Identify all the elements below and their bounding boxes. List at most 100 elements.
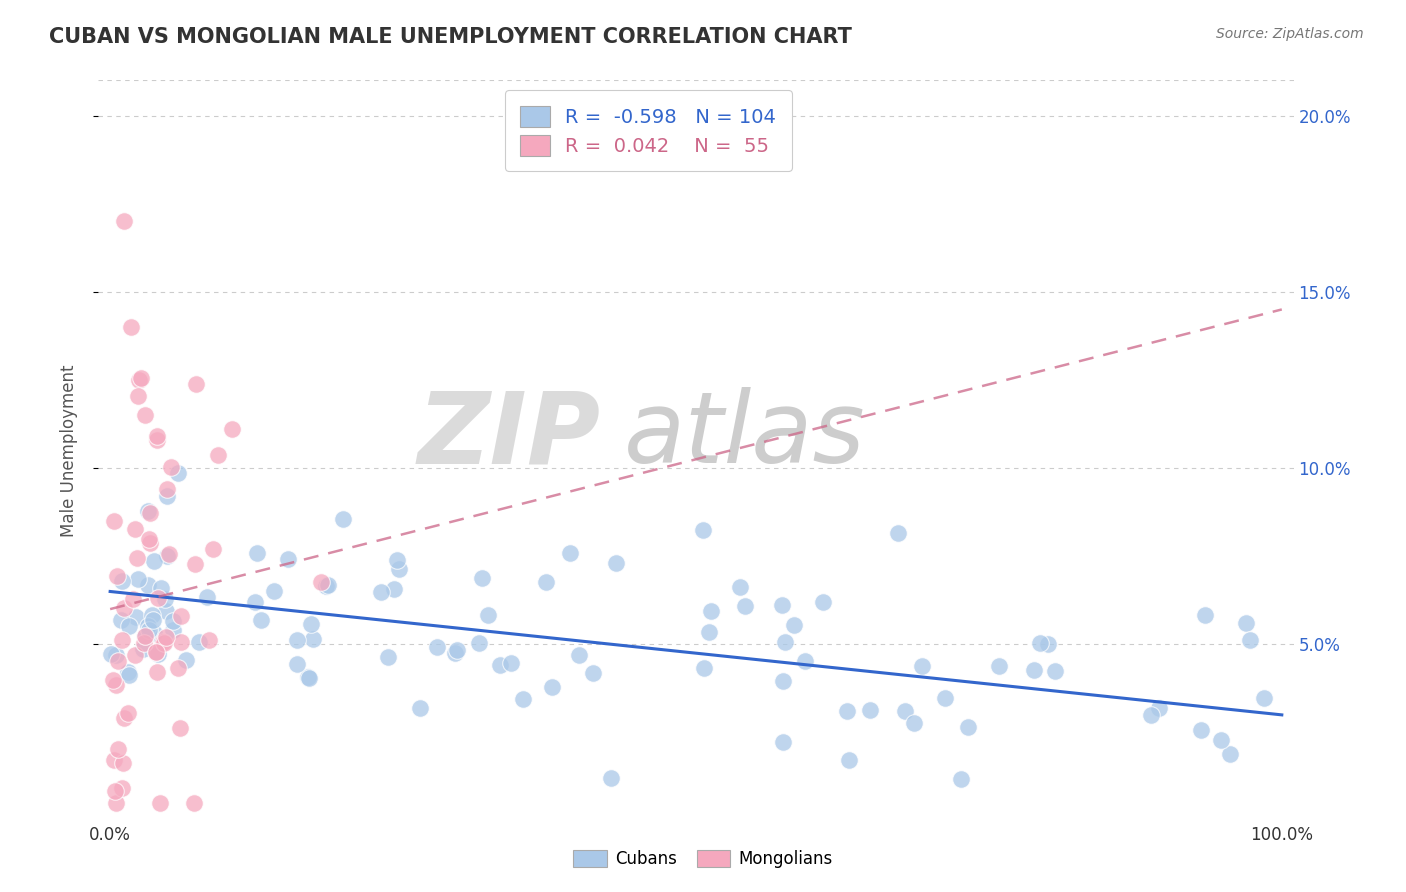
Point — [277, 551, 299, 566]
Point — [145, 645, 167, 659]
Point — [166, 661, 188, 675]
Y-axis label: Male Unemployment: Male Unemployment — [59, 364, 77, 537]
Point — [101, 673, 124, 687]
Point — [370, 585, 392, 599]
Point — [195, 590, 218, 604]
Point — [156, 483, 179, 497]
Point — [145, 645, 167, 659]
Point — [117, 706, 139, 720]
Point — [297, 670, 319, 684]
Point — [794, 655, 817, 669]
Point — [107, 654, 129, 668]
Point — [139, 535, 162, 549]
Point — [512, 691, 534, 706]
Point — [243, 595, 266, 609]
Point — [138, 577, 160, 591]
Point — [103, 754, 125, 768]
Point — [811, 595, 834, 609]
Point — [155, 604, 177, 618]
Point — [388, 562, 411, 576]
Point — [124, 648, 146, 662]
Point — [859, 703, 882, 717]
Point — [111, 574, 134, 589]
Point — [156, 489, 179, 503]
Point — [124, 522, 146, 536]
Point — [886, 525, 908, 540]
Point — [155, 630, 177, 644]
Point — [105, 569, 128, 583]
Point — [285, 657, 308, 672]
Point — [605, 556, 627, 570]
Point — [125, 551, 148, 566]
Point — [700, 604, 723, 618]
Point — [112, 214, 135, 228]
Point — [128, 373, 150, 387]
Point — [125, 609, 148, 624]
Point — [1038, 637, 1060, 651]
Point — [1139, 707, 1161, 722]
Point — [316, 578, 339, 592]
Point — [298, 671, 321, 685]
Point — [138, 532, 160, 546]
Point — [146, 647, 169, 661]
Point — [1219, 747, 1241, 761]
Point — [170, 635, 193, 649]
Point — [734, 599, 756, 614]
Point — [134, 629, 156, 643]
Point — [1253, 690, 1275, 705]
Point — [117, 665, 139, 679]
Point — [107, 741, 129, 756]
Point — [988, 659, 1011, 673]
Point — [174, 653, 197, 667]
Point — [1022, 663, 1045, 677]
Point — [477, 608, 499, 623]
Point — [157, 547, 180, 561]
Point — [118, 667, 141, 681]
Point — [105, 796, 128, 810]
Point — [934, 691, 956, 706]
Point — [426, 640, 449, 654]
Legend: R =  -0.598   N = 104, R =  0.042    N =  55: R = -0.598 N = 104, R = 0.042 N = 55 — [505, 90, 792, 171]
Point — [499, 656, 522, 670]
Point — [1147, 701, 1170, 715]
Point — [949, 772, 972, 786]
Point — [582, 666, 605, 681]
Point — [835, 704, 858, 718]
Point — [1209, 733, 1232, 747]
Point — [600, 772, 623, 786]
Point — [105, 648, 128, 663]
Point — [156, 549, 179, 564]
Point — [105, 678, 128, 692]
Text: Source: ZipAtlas.com: Source: ZipAtlas.com — [1216, 27, 1364, 41]
Point — [299, 616, 322, 631]
Point — [409, 700, 432, 714]
Point — [903, 716, 925, 731]
Point — [127, 389, 149, 403]
Point — [138, 624, 160, 638]
Point — [377, 650, 399, 665]
Point — [186, 376, 208, 391]
Point — [315, 579, 337, 593]
Point — [142, 554, 165, 568]
Point — [246, 546, 269, 560]
Point — [143, 626, 166, 640]
Point — [1234, 616, 1257, 631]
Point — [956, 720, 979, 734]
Legend: Cubans, Mongolians: Cubans, Mongolians — [567, 843, 839, 875]
Point — [838, 753, 860, 767]
Point — [207, 448, 229, 462]
Point — [136, 503, 159, 517]
Point — [332, 512, 354, 526]
Point — [697, 625, 720, 640]
Point — [309, 574, 332, 589]
Point — [146, 665, 169, 680]
Point — [770, 599, 793, 613]
Point — [162, 623, 184, 637]
Point — [534, 575, 557, 590]
Point — [693, 661, 716, 675]
Point — [111, 780, 134, 795]
Point — [444, 646, 467, 660]
Point — [250, 613, 273, 627]
Point — [127, 572, 149, 586]
Point — [198, 632, 221, 647]
